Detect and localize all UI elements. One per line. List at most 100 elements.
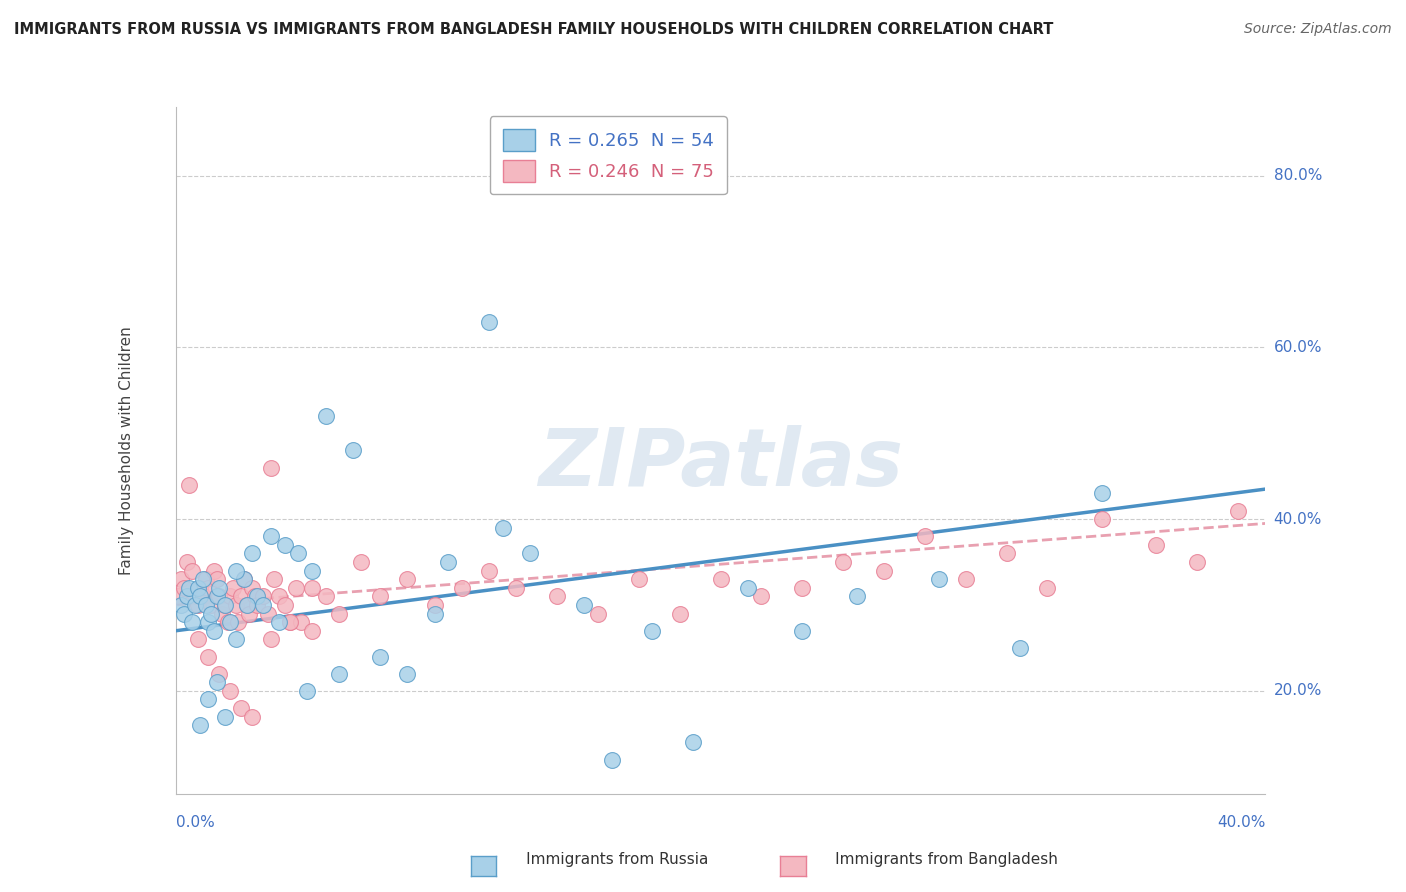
Point xyxy=(546,590,568,604)
Point xyxy=(191,590,214,604)
Point xyxy=(252,590,274,604)
Point xyxy=(492,521,515,535)
Point xyxy=(194,572,217,586)
Point xyxy=(214,709,236,723)
Point xyxy=(194,598,217,612)
Point xyxy=(232,572,254,586)
Point xyxy=(751,590,773,604)
Point xyxy=(792,624,814,638)
Point xyxy=(246,598,269,612)
Point xyxy=(995,546,1018,561)
Point xyxy=(845,590,868,604)
Point xyxy=(170,598,193,612)
Text: ZIPatlas: ZIPatlas xyxy=(538,425,903,503)
Point xyxy=(301,564,323,578)
Point xyxy=(257,607,280,621)
Point xyxy=(1187,555,1209,569)
Point xyxy=(235,598,257,612)
Text: 60.0%: 60.0% xyxy=(1274,340,1322,355)
Point xyxy=(173,581,195,595)
Point xyxy=(368,649,391,664)
Point xyxy=(301,581,323,595)
Point xyxy=(1010,640,1032,655)
Text: Immigrants from Bangladesh: Immigrants from Bangladesh xyxy=(801,852,1059,867)
Point xyxy=(219,590,242,604)
Point xyxy=(243,590,266,604)
Point xyxy=(208,581,231,595)
Point xyxy=(240,709,263,723)
Point xyxy=(437,555,460,569)
Point xyxy=(197,649,219,664)
Point xyxy=(1091,512,1114,526)
Text: 40.0%: 40.0% xyxy=(1218,815,1265,830)
Point xyxy=(238,607,260,621)
Point xyxy=(1091,486,1114,500)
Point xyxy=(627,572,650,586)
Point xyxy=(955,572,977,586)
Point xyxy=(179,478,201,492)
Point xyxy=(246,590,269,604)
Point xyxy=(188,718,211,732)
Point xyxy=(200,607,222,621)
Point xyxy=(208,666,231,681)
Point xyxy=(274,598,297,612)
Point xyxy=(396,572,419,586)
Point xyxy=(519,546,541,561)
Point xyxy=(191,572,214,586)
Point xyxy=(208,590,231,604)
Point xyxy=(202,624,225,638)
Point xyxy=(173,607,195,621)
Point xyxy=(260,460,283,475)
Text: Source: ZipAtlas.com: Source: ZipAtlas.com xyxy=(1244,22,1392,37)
Point xyxy=(231,701,253,715)
Point xyxy=(252,598,274,612)
Point xyxy=(328,666,350,681)
Point xyxy=(315,409,337,424)
Point xyxy=(284,581,307,595)
Point xyxy=(301,624,323,638)
Point xyxy=(1227,503,1250,517)
Point xyxy=(328,607,350,621)
Point xyxy=(873,564,896,578)
Point xyxy=(205,590,228,604)
Point xyxy=(278,615,301,630)
Point xyxy=(219,683,242,698)
Point xyxy=(179,581,201,595)
Point xyxy=(197,692,219,706)
Point xyxy=(181,564,204,578)
Point xyxy=(231,590,253,604)
Point xyxy=(737,581,759,595)
Point xyxy=(682,735,704,749)
Point xyxy=(200,598,222,612)
Point xyxy=(478,564,501,578)
Point xyxy=(278,615,301,630)
Point xyxy=(188,590,211,604)
Point xyxy=(217,615,239,630)
Point xyxy=(368,590,391,604)
Point xyxy=(269,590,291,604)
Point xyxy=(505,581,527,595)
Point xyxy=(290,615,312,630)
Point xyxy=(450,581,472,595)
Point xyxy=(478,315,501,329)
Point xyxy=(914,529,936,543)
Point xyxy=(1144,538,1167,552)
Point xyxy=(274,538,297,552)
Point xyxy=(235,598,257,612)
Point xyxy=(197,581,219,595)
Text: 20.0%: 20.0% xyxy=(1274,683,1322,698)
Text: Family Households with Children: Family Households with Children xyxy=(120,326,134,574)
Text: 40.0%: 40.0% xyxy=(1274,512,1322,526)
Point xyxy=(197,615,219,630)
Point xyxy=(586,607,609,621)
Point xyxy=(668,607,690,621)
Point xyxy=(287,546,309,561)
Point xyxy=(240,581,263,595)
Point xyxy=(600,753,623,767)
Text: IMMIGRANTS FROM RUSSIA VS IMMIGRANTS FROM BANGLADESH FAMILY HOUSEHOLDS WITH CHIL: IMMIGRANTS FROM RUSSIA VS IMMIGRANTS FRO… xyxy=(14,22,1053,37)
Point xyxy=(202,564,225,578)
Point xyxy=(205,572,228,586)
Point xyxy=(832,555,855,569)
Point xyxy=(176,590,198,604)
Point xyxy=(186,598,209,612)
